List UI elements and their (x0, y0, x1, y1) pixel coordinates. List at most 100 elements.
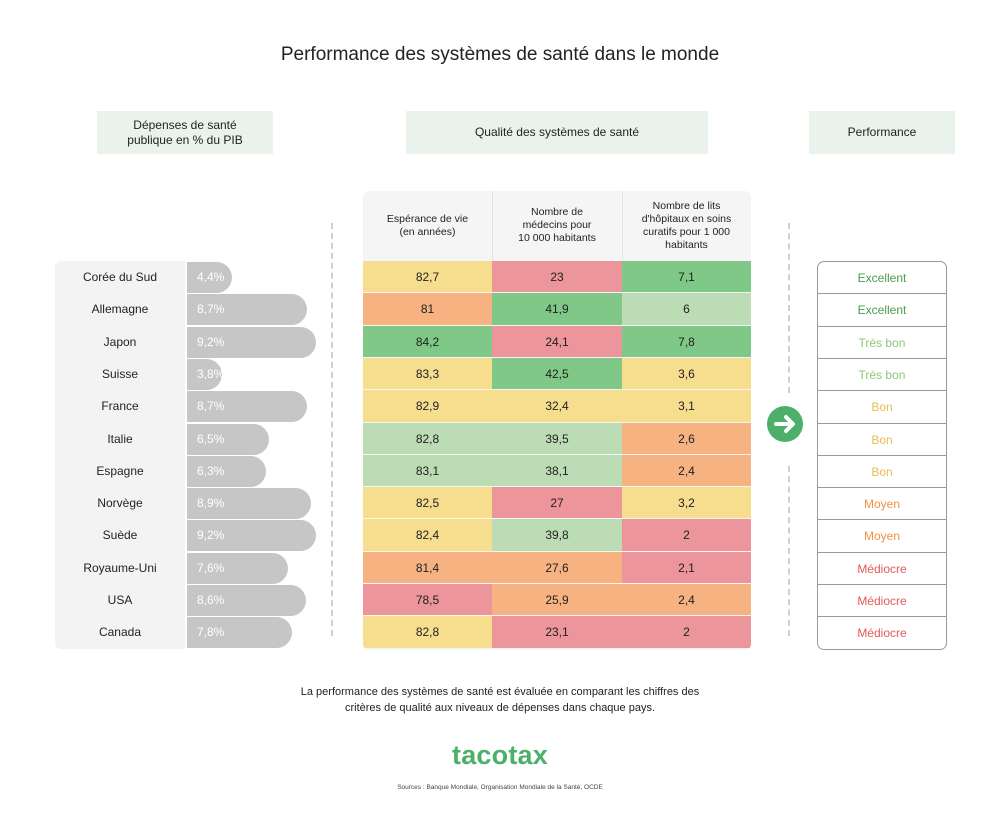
table-cell: 23 (492, 261, 622, 292)
performance-separator (818, 455, 946, 456)
column-header-line: (en années) (399, 225, 456, 238)
table-cell: 41,9 (492, 293, 622, 325)
performance-label: Bon (871, 400, 893, 414)
footnote-line1: La performance des systèmes de santé est… (300, 686, 700, 698)
table-cell: 24,1 (492, 326, 622, 357)
spending-label: 8,9% (197, 496, 225, 510)
column-separator (622, 191, 623, 260)
divider-left (331, 223, 333, 636)
table-cell: 39,8 (492, 519, 622, 551)
table-cell: 2,6 (622, 423, 751, 454)
table-cell: 42,5 (492, 358, 622, 389)
column-header: Nombre de lits d'hôpitaux en soins curatif… (622, 191, 751, 260)
spending-bar: 8,7% (187, 294, 307, 325)
performance-separator (818, 519, 946, 520)
spending-header: Dépenses de santé publique en % du PIB (97, 111, 273, 154)
country-label: Espagne (96, 464, 144, 478)
country-label: USA (107, 593, 133, 607)
quality-header: Qualité des systèmes de santé (406, 111, 708, 154)
table-cell: 25,9 (492, 584, 622, 615)
spending-bar: 3,8% (187, 359, 225, 390)
table-cell: 2 (622, 616, 751, 648)
country-label: Suède (102, 528, 138, 542)
table-cell: 32,4 (492, 390, 622, 422)
column-header-line: curatifs pour 1 000 (643, 225, 730, 238)
performance-label: Médiocre (857, 562, 907, 576)
country-label: Royaume-Uni (83, 561, 157, 575)
spending-label: 9,2% (197, 335, 225, 349)
column-header-line: d'hôpitaux en soins (641, 212, 732, 225)
country-label: Japon (103, 335, 137, 349)
performance-separator (818, 326, 946, 327)
table-cell: 38,1 (492, 455, 622, 486)
divider-right-top (788, 223, 790, 393)
column-header: Espérance de vie (en années) (363, 191, 492, 260)
table-cell: 82,9 (363, 390, 492, 422)
divider-right-bottom (788, 466, 790, 636)
table-cell: 78,5 (363, 584, 492, 615)
spending-bar: 9,2% (187, 520, 316, 551)
table-cell: 82,4 (363, 519, 492, 551)
spending-bar: 7,8% (187, 617, 292, 648)
performance-separator (818, 423, 946, 424)
arrow-right-icon (767, 406, 803, 442)
column-header-text: Espérance de vie (en années) (387, 213, 468, 239)
performance-header: Performance (809, 111, 955, 154)
quality-table: Espérance de vie (en années) Nombre de méde… (363, 191, 751, 650)
table-cell: 2,1 (622, 552, 751, 583)
spending-label: 8,7% (197, 399, 225, 413)
performance-label: Très bon (858, 368, 906, 382)
table-cell: 82,8 (363, 616, 492, 648)
spending-label: 3,8% (197, 367, 225, 381)
table-cell: 81,4 (363, 552, 492, 583)
country-label: Corée du Sud (82, 270, 158, 284)
column-separator (492, 191, 493, 260)
performance-label: Moyen (863, 529, 901, 543)
table-cell: 2,4 (622, 584, 751, 615)
column-header-line: Nombre de (531, 206, 583, 218)
table-cell: 3,6 (622, 358, 751, 389)
country-label: Allemagne (91, 302, 149, 316)
performance-separator (818, 293, 946, 294)
table-cell: 7,1 (622, 261, 751, 292)
table-cell: 39,5 (492, 423, 622, 454)
table-cell: 81 (363, 293, 492, 325)
country-label: Italie (107, 432, 133, 446)
sources: Sources : Banque Mondiale, Organisation … (397, 784, 603, 791)
spending-bar: 8,9% (187, 488, 311, 519)
performance-separator (818, 358, 946, 359)
column-header-line: 10 000 habitants (518, 232, 596, 244)
column-header-line: habitants (665, 238, 708, 251)
country-label: Norvège (97, 496, 143, 510)
spending-label: 7,8% (197, 625, 225, 639)
performance-label: Médiocre (857, 626, 907, 640)
performance-label: Excellent (857, 271, 907, 285)
page-title: Performance des systèmes de santé dans l… (280, 44, 720, 65)
table-cell: 6 (622, 293, 751, 325)
performance-column: Excellent Excellent Très bon Très bon Bon Bon… (817, 261, 947, 650)
table-cell: 2,4 (622, 455, 751, 486)
spending-label: 8,7% (197, 302, 225, 316)
table-cell: 3,2 (622, 487, 751, 518)
country-column: Corée du Sud Allemagne Japon Suisse France It… (55, 261, 185, 649)
column-header-line: médecins pour (522, 219, 592, 231)
spending-bar: 9,2% (187, 327, 316, 358)
performance-label: Très bon (858, 336, 906, 350)
country-label: Canada (98, 625, 142, 639)
spending-bar: 8,7% (187, 391, 307, 422)
performance-label: Médiocre (857, 594, 907, 608)
spending-bar: 6,3% (187, 456, 266, 487)
column-header-text: Nombre de lits d'hôpitaux en soins curatif… (642, 200, 732, 252)
column-header-line: Nombre de lits (652, 199, 721, 212)
spending-label: 9,2% (197, 528, 225, 542)
spending-bar: 6,5% (187, 424, 269, 455)
performance-label: Bon (871, 465, 893, 479)
table-cell: 83,3 (363, 358, 492, 389)
spending-bar: 7,6% (187, 553, 288, 584)
performance-separator (818, 552, 946, 553)
table-cell: 84,2 (363, 326, 492, 357)
brand-logo: tacotax (452, 740, 548, 770)
table-cell: 82,7 (363, 261, 492, 292)
spending-header-line1: Dépenses de santé (133, 117, 237, 132)
country-label: France (101, 399, 139, 413)
